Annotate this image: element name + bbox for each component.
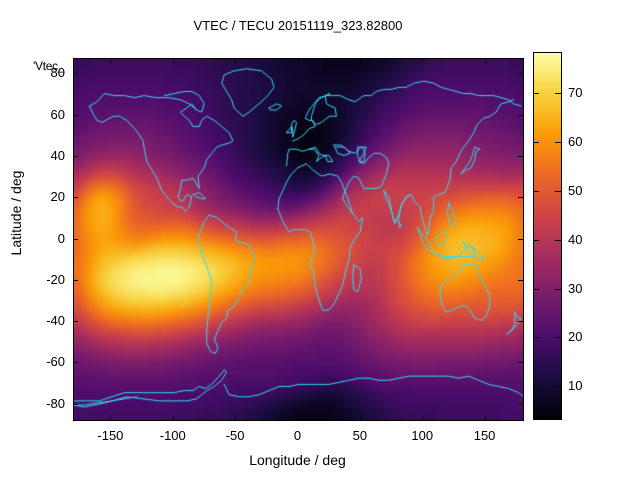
plot-area [73,58,524,421]
x-tick-mark-top [422,58,424,63]
y-tick-label: 0 [57,230,65,246]
colorbar-tick-mark-right [555,386,561,388]
x-tick-label: -150 [97,428,124,443]
y-tick-mark [73,238,78,240]
colorbar-tick-mark-right [555,93,561,95]
x-tick-mark-top [172,58,174,63]
x-tick-mark-top [235,58,237,63]
x-axis-label: Longitude / deg [249,452,346,468]
colorbar-tick-label: 70 [568,85,583,101]
y-tick-label: 40 [50,147,65,163]
colorbar-tick-mark-right [555,239,561,241]
x-tick-mark-top [359,58,361,63]
x-tick-label: -50 [225,428,245,443]
colorbar-tick-label: 60 [568,134,583,150]
colorbar-tick-mark-left [533,142,539,144]
x-tick-label: 100 [411,428,434,443]
colorbar-tick-label: 20 [568,329,583,345]
y-tick-mark-right [518,238,523,240]
y-tick-label: 20 [50,189,65,205]
colorbar-tick-mark-left [533,386,539,388]
y-tick-label: 80 [50,65,65,81]
colorbar-tick-mark-left [533,288,539,290]
colorbar-tick-label: 40 [568,231,583,247]
page-title: VTEC / TECU 20151119_323.82800 [193,18,403,33]
y-tick-mark [73,321,78,322]
y-tick-mark [73,197,78,199]
colorbar-tick-mark-left [533,239,539,241]
y-tick-mark [73,279,78,281]
colorbar-tick-mark-right [555,337,561,339]
x-tick-mark [422,415,424,420]
y-tick-mark-right [518,321,523,322]
x-tick-mark-top [297,58,299,63]
y-tick-mark-right [518,197,523,199]
y-tick-label: -40 [46,313,65,328]
x-tick-mark-top [484,58,486,63]
colorbar-tick-label: 50 [568,183,583,199]
colorbar-tick-label: 10 [568,378,583,394]
y-tick-label: -80 [46,395,65,411]
y-tick-label: -20 [46,271,65,287]
x-tick-label: 150 [473,428,496,443]
x-tick-mark-top [110,58,112,63]
colorbar-tick-mark-left [533,337,539,339]
x-tick-mark [235,415,237,420]
y-axis-label: Latitude / deg [8,170,24,256]
colorbar-tick-mark-right [555,142,561,144]
colorbar-tick-mark-right [555,191,561,193]
y-tick-label: -60 [46,354,65,370]
y-tick-mark [73,403,78,405]
x-tick-mark [172,415,174,420]
y-tick-mark [73,73,78,75]
x-tick-mark [484,415,486,420]
x-tick-mark [359,415,361,420]
x-tick-label: 0 [293,428,302,443]
x-tick-label: 50 [352,428,368,443]
y-tick-mark [73,114,78,116]
x-tick-mark [297,415,299,420]
y-tick-mark [73,362,78,364]
colorbar-tick-mark-right [555,288,561,290]
y-tick-mark-right [518,155,523,157]
colorbar-tick-label: 30 [568,280,583,296]
y-tick-mark-right [518,279,523,281]
colorbar [533,52,562,420]
y-tick-label: 60 [50,106,65,122]
colorbar-gradient [534,53,561,419]
y-tick-mark-right [518,403,523,405]
colorbar-tick-mark-left [533,93,539,95]
x-tick-label: -100 [159,428,186,443]
y-tick-mark [73,155,78,157]
y-tick-mark-right [518,73,523,75]
artifact-label: 'Vtec_ [33,59,65,73]
vtec-heatmap-canvas [74,59,523,420]
y-tick-mark-right [518,362,523,364]
colorbar-tick-mark-left [533,191,539,193]
y-tick-mark-right [518,114,523,116]
x-tick-mark [110,415,112,420]
